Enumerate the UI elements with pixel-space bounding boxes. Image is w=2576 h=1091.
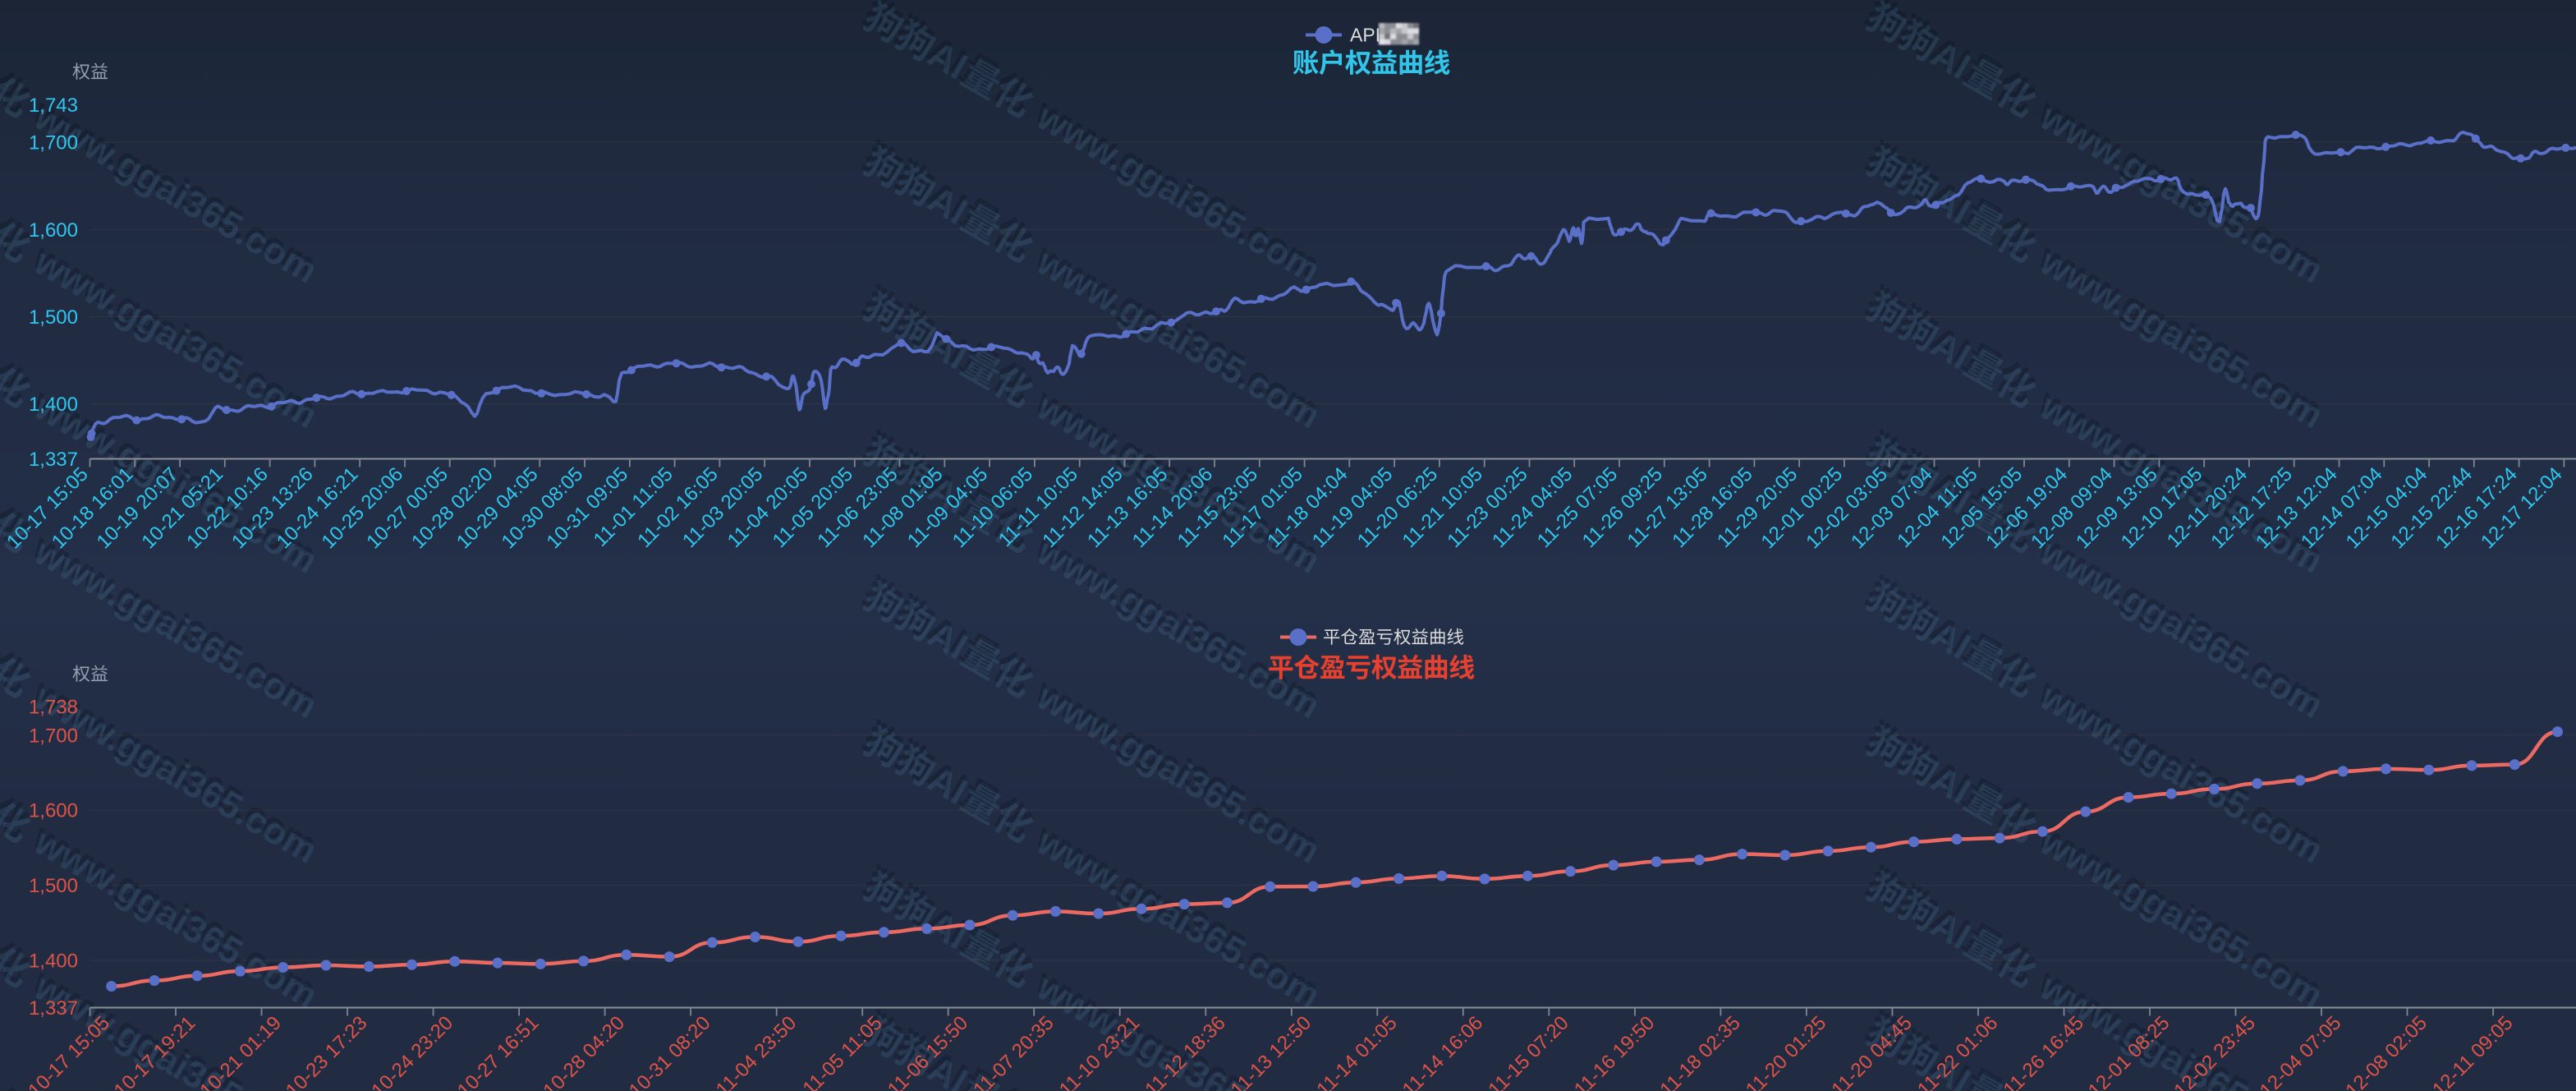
svg-text:11-04 23:50: 11-04 23:50 (712, 1012, 801, 1091)
svg-text:11-18 02:35: 11-18 02:35 (1655, 1012, 1744, 1091)
svg-text:10-31 08:20: 10-31 08:20 (625, 1012, 715, 1091)
svg-text:1,600: 1,600 (29, 800, 78, 822)
svg-text:10-24 23:20: 10-24 23:20 (367, 1012, 457, 1091)
svg-text:11-13 12:50: 11-13 12:50 (1227, 1012, 1316, 1091)
svg-text:10-28 04:20: 10-28 04:20 (539, 1012, 629, 1091)
svg-text:11-05 11:05: 11-05 11:05 (798, 1012, 886, 1091)
svg-text:1,743: 1,743 (29, 94, 78, 117)
svg-text:11-26 16:45: 11-26 16:45 (2000, 1012, 2088, 1091)
svg-text:12-11 09:05: 12-11 09:05 (2428, 1012, 2517, 1091)
svg-text:10-23 17:23: 10-23 17:23 (282, 1012, 372, 1091)
svg-text:12-04 07:05: 12-04 07:05 (2256, 1012, 2346, 1091)
svg-text:1,738: 1,738 (29, 697, 78, 719)
svg-text:11-07 20:35: 11-07 20:35 (969, 1012, 1058, 1091)
svg-text:1,500: 1,500 (29, 875, 78, 897)
svg-text:API: API (1350, 25, 1380, 46)
svg-text:1,400: 1,400 (29, 394, 78, 416)
svg-text:11-16 19:50: 11-16 19:50 (1570, 1012, 1659, 1091)
svg-text:11-15 07:20: 11-15 07:20 (1484, 1012, 1573, 1091)
svg-text:11-20 01:25: 11-20 01:25 (1742, 1012, 1830, 1091)
svg-text:12-08 02:05: 12-08 02:05 (2341, 1012, 2431, 1091)
svg-text:1,337: 1,337 (29, 449, 78, 471)
svg-text:11-14 16:06: 11-14 16:06 (1398, 1012, 1487, 1091)
svg-text:11-14 01:05: 11-14 01:05 (1312, 1012, 1401, 1091)
svg-text:1,337: 1,337 (29, 997, 78, 1020)
svg-text:1,600: 1,600 (29, 219, 78, 242)
svg-text:1,700: 1,700 (29, 132, 78, 154)
svg-text:1,500: 1,500 (29, 306, 78, 329)
svg-text:1,400: 1,400 (29, 950, 78, 972)
svg-text:1,700: 1,700 (29, 725, 78, 747)
svg-text:10-27 16:51: 10-27 16:51 (453, 1012, 544, 1091)
